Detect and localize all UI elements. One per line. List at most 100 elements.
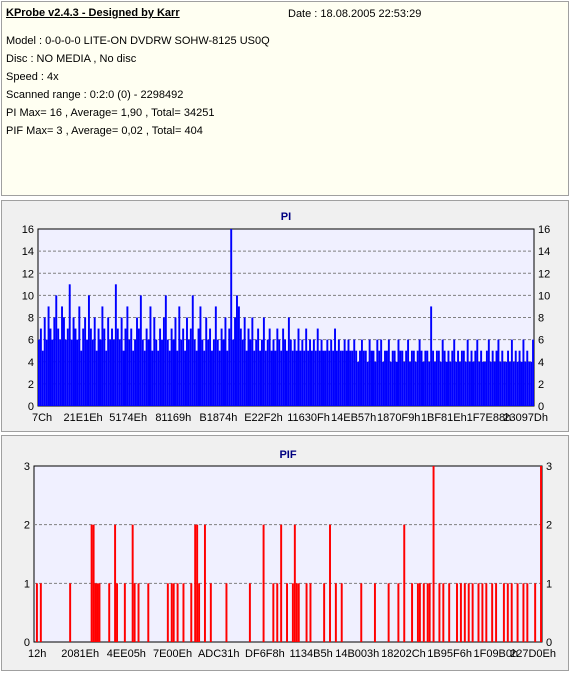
bar (70, 339, 73, 407)
bar (114, 284, 117, 406)
bar (455, 361, 458, 406)
bar (262, 317, 265, 406)
bar (151, 350, 154, 406)
bar (499, 361, 502, 406)
bar (187, 339, 190, 407)
bar (132, 350, 135, 406)
bar (439, 361, 442, 406)
bar (502, 583, 505, 642)
bar (503, 361, 506, 406)
bar (262, 524, 265, 642)
bar (345, 350, 348, 406)
bar (384, 350, 386, 406)
bar (307, 350, 310, 406)
bar (420, 350, 423, 406)
pif-stats-line: PIF Max= 3 , Average= 0,02 , Total= 404 (6, 125, 203, 137)
bar (322, 350, 325, 406)
bar (270, 350, 273, 406)
disc-line: Disc : NO MEDIA , No disc (6, 53, 137, 65)
bar (378, 350, 381, 406)
y-tick-label-left: 2 (28, 379, 34, 391)
bar (462, 350, 465, 406)
x-tick-label: 4EE05h (107, 648, 146, 660)
bar (289, 339, 292, 407)
bar (491, 583, 494, 642)
bar (245, 350, 248, 406)
bar (225, 583, 228, 642)
bar (182, 328, 185, 406)
x-tick-label: 227D0Eh (510, 648, 556, 660)
bar (237, 306, 240, 406)
bar (212, 339, 215, 407)
bar (103, 328, 106, 406)
x-tick-label: 7E00Eh (153, 648, 192, 660)
bar (255, 339, 258, 407)
bar (297, 583, 300, 642)
bar (176, 350, 179, 406)
x-tick-label: ADC31h (198, 648, 240, 660)
bar (409, 361, 411, 406)
bar (190, 583, 193, 642)
x-tick-label: 5174Eh (109, 412, 147, 424)
bar (159, 328, 162, 406)
bar (203, 350, 206, 406)
bar (432, 350, 435, 406)
bar (198, 583, 201, 642)
bar (59, 339, 62, 407)
bar (295, 350, 298, 406)
bar (284, 339, 286, 407)
bar (309, 339, 311, 407)
bar (466, 339, 469, 407)
bar (459, 583, 462, 642)
bar (259, 350, 262, 406)
bar (35, 583, 38, 642)
pif-chart-panel: PIF 0 0 1 1 2 2 3 3 12h 2081Eh 4EE05h 7E00Eh ADC31h DF… (1, 435, 569, 671)
bar (72, 317, 75, 406)
bar (312, 339, 315, 407)
bar (314, 350, 317, 406)
bar (434, 361, 436, 406)
bar (495, 350, 498, 406)
x-tick-label: 14EB57h (331, 412, 376, 424)
bar (482, 361, 485, 406)
bar (339, 350, 342, 406)
bar (340, 583, 343, 642)
bar (359, 350, 361, 406)
bar (93, 317, 96, 406)
bar (66, 328, 69, 406)
bar (291, 350, 294, 406)
bar (170, 583, 173, 642)
bar (180, 339, 183, 407)
bar (286, 583, 288, 642)
y-tick-label-right: 0 (538, 401, 544, 413)
bar (397, 339, 400, 407)
bar (107, 317, 110, 406)
chart-title: PI (281, 211, 291, 223)
bar (481, 583, 484, 642)
bar (364, 350, 367, 406)
bar (155, 339, 158, 407)
y-tick-label-right: 12 (538, 268, 550, 280)
bar (337, 339, 340, 407)
bar (108, 583, 111, 642)
bar (49, 328, 52, 406)
bar (147, 583, 150, 642)
bar (120, 317, 123, 406)
bar (86, 339, 88, 407)
y-tick-label-left: 10 (22, 290, 34, 302)
bar (370, 350, 373, 406)
bar (480, 350, 483, 406)
bar (218, 350, 221, 406)
bar (41, 350, 44, 406)
bar (497, 339, 500, 407)
bar (153, 317, 156, 406)
bar (96, 583, 99, 642)
bar (116, 328, 119, 406)
x-tick-label: 2081Eh (61, 648, 99, 660)
x-tick-label: 81169h (155, 412, 191, 424)
bar (380, 339, 383, 407)
bar (195, 350, 198, 406)
bar (193, 339, 196, 407)
y-tick-label-left: 4 (28, 357, 34, 369)
bar (447, 350, 450, 406)
